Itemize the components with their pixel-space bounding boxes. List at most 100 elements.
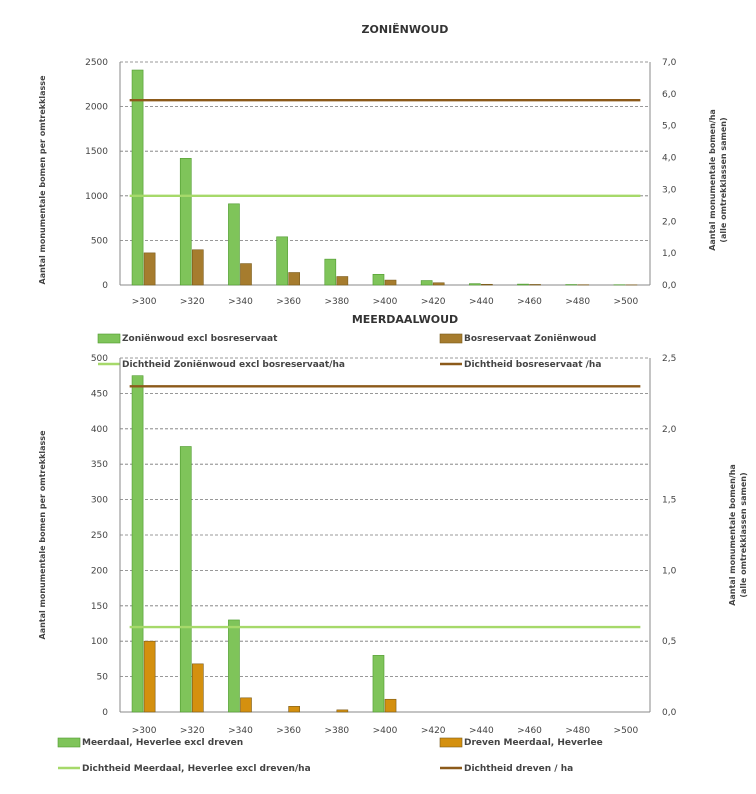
bar-a [421,281,432,285]
bar-b [530,284,541,285]
x-tick-label: >420 [421,297,446,307]
chart-2: MEERDAALWOUD0501001502002503003504004505… [38,313,748,774]
y-tick-label: 100 [91,637,108,647]
bar-a [518,284,529,285]
x-tick-label: >400 [373,297,398,307]
bar-b [240,264,251,285]
legend-label: Dichtheid Meerdaal, Heverlee excl dreven… [82,764,311,774]
x-tick-label: >360 [276,726,301,736]
y-tick-label: 150 [91,602,108,612]
legend-item: Meerdaal, Heverlee excl dreven [58,738,243,748]
y2-tick-label: 4,0 [662,154,677,164]
bar-b [385,699,396,712]
legend-label: Dichtheid bosreservaat /ha [464,360,601,370]
x-tick-label: >440 [469,297,494,307]
y-tick-label: 450 [91,389,108,399]
legend-label: Dreven Meerdaal, Heverlee [464,738,603,748]
y-tick-label: 200 [91,566,108,576]
bar-a [132,70,143,285]
chart-title: MEERDAALWOUD [352,313,458,326]
x-tick-label: >480 [565,297,590,307]
legend-item: Dichtheid bosreservaat /ha [440,360,601,370]
bar-b [192,250,203,285]
x-tick-label: >480 [565,726,590,736]
y-tick-label: 2500 [85,58,108,68]
legend-label: Zoniënwoud excl bosreservaat [122,334,278,344]
bar-a [277,237,288,285]
legend-label: Dichtheid Zoniënwoud excl bosreservaat/h… [122,360,345,370]
x-tick-label: >380 [324,726,349,736]
bar-a [180,447,191,713]
bar-b [144,253,155,285]
bar-a [373,274,384,285]
y2-tick-label: 1,0 [662,566,677,576]
y2-axis-title-line2: (alle omtrekklassen samen) [719,117,728,242]
x-tick-label: >440 [469,726,494,736]
bar-a [325,259,336,285]
bar-b [240,698,251,712]
legend-label: Meerdaal, Heverlee excl dreven [82,738,243,748]
y2-axis-title-line1: Aantal monumentale bomen/ha [728,464,737,606]
y-tick-label: 2000 [85,103,108,113]
y2-tick-label: 5,0 [662,122,677,132]
bar-b [289,706,300,712]
y2-tick-label: 7,0 [662,58,677,68]
bar-b [144,641,155,712]
y2-axis-title-line2: (alle omtrekklassen samen) [739,472,748,597]
y2-tick-label: 3,0 [662,185,677,195]
x-tick-label: >320 [180,726,205,736]
bar-a [469,284,480,285]
y-tick-label: 0 [102,708,108,718]
y2-tick-label: 0,0 [662,281,677,291]
y-tick-label: 400 [91,425,108,435]
y-tick-label: 1000 [85,192,108,202]
x-tick-label: >500 [614,726,639,736]
y2-tick-label: 2,5 [662,354,676,364]
x-tick-label: >360 [276,297,301,307]
x-tick-label: >460 [517,726,542,736]
y-tick-label: 1500 [85,147,108,157]
legend-item: Dichtheid Zoniënwoud excl bosreservaat/h… [98,360,345,370]
y-axis-title: Aantal monumentale bomen per omtrekklass… [38,430,47,640]
bar-b [337,710,348,712]
chart-title: ZONIËNWOUD [362,22,449,36]
x-tick-label: >340 [228,726,253,736]
bar-b [289,273,300,285]
y2-tick-label: 0,5 [662,637,676,647]
y-tick-label: 300 [91,496,108,506]
y2-tick-label: 0,0 [662,708,677,718]
x-tick-label: >500 [614,297,639,307]
x-tick-label: >300 [132,726,157,736]
bar-b [385,280,396,285]
y-tick-label: 0 [102,281,108,291]
bar-a [373,655,384,712]
bar-a [228,620,239,712]
legend-swatch [440,738,462,747]
y2-tick-label: 1,5 [662,496,676,506]
bar-b [337,277,348,285]
x-tick-label: >320 [180,297,205,307]
legend-swatch [58,738,80,747]
y2-tick-label: 1,0 [662,249,677,259]
legend-swatch [98,334,120,343]
legend-item: Dichtheid Meerdaal, Heverlee excl dreven… [58,764,311,774]
bar-a [228,204,239,285]
y-axis-title: Aantal monumentale bomen per omtrekklass… [38,75,47,285]
legend-item: Zoniënwoud excl bosreservaat [98,334,278,344]
bar-a [132,376,143,712]
y-tick-label: 250 [91,531,108,541]
legend-item: Bosreservaat Zoniënwoud [440,334,596,344]
y2-tick-label: 2,0 [662,425,677,435]
y2-tick-label: 6,0 [662,90,677,100]
bar-b [192,664,203,712]
bar-a [180,158,191,285]
x-tick-label: >460 [517,297,542,307]
legend-swatch [440,334,462,343]
x-tick-label: >340 [228,297,253,307]
y2-axis-title-line1: Aantal monumentale bomen/ha [708,109,717,251]
legend-item: Dreven Meerdaal, Heverlee [440,738,603,748]
legend-label: Dichtheid dreven / ha [464,764,573,774]
x-tick-label: >420 [421,726,446,736]
